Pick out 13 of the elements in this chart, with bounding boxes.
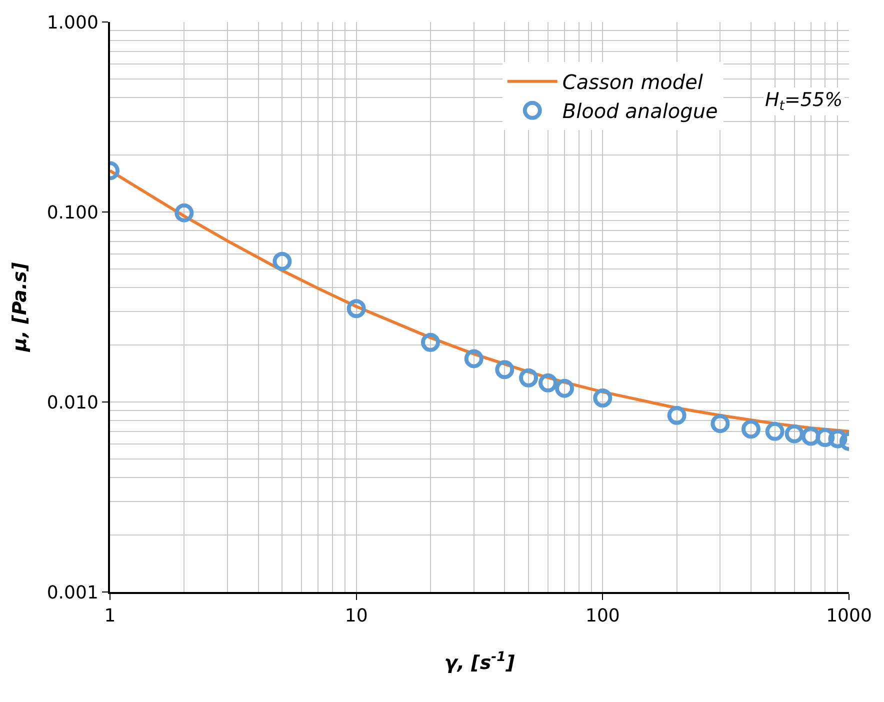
annotation: H$_{t}$=55% [765, 89, 843, 114]
legend-label: Casson model [562, 70, 704, 94]
y-tick-label: 0.100 [46, 202, 98, 224]
y-tick-label: 0.010 [46, 392, 98, 414]
y-tick-label: 0.001 [46, 582, 98, 604]
legend-label: Blood analogue [562, 99, 718, 124]
x-tick-label: 10 [344, 606, 368, 627]
x-axis-title: γ, [s$^{-1}$] [444, 650, 515, 674]
y-axis-title: μ, [Pa.s] [9, 262, 32, 353]
x-tick-label: 100 [585, 606, 620, 627]
x-tick-label: 1000 [826, 606, 872, 627]
x-tick-label: 1 [104, 606, 116, 627]
y-tick-label: 1.000 [46, 12, 98, 34]
